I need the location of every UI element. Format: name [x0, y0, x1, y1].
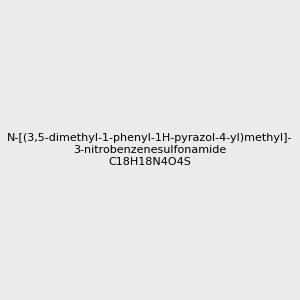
Text: N-[(3,5-dimethyl-1-phenyl-1H-pyrazol-4-yl)methyl]-
3-nitrobenzenesulfonamide
C18: N-[(3,5-dimethyl-1-phenyl-1H-pyrazol-4-y… [7, 134, 293, 166]
